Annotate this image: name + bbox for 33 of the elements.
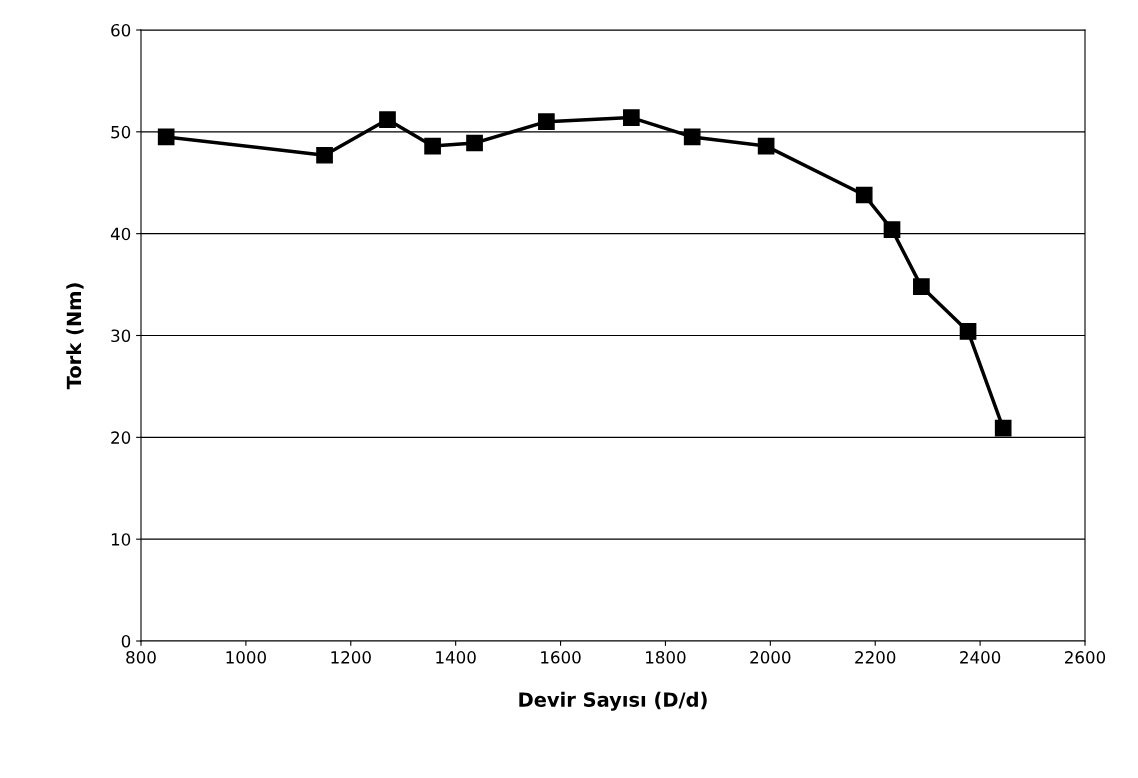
y-tick-label: 0 [121, 634, 131, 648]
point [157, 128, 175, 146]
point [883, 221, 901, 238]
x-tick-label: 2400 [960, 651, 1001, 664]
point [424, 137, 441, 155]
point [757, 137, 775, 155]
x-tick-label: 2200 [855, 651, 896, 664]
x-axis-title: Devir Sayısı (D/d) [519, 691, 707, 711]
x-tick-label: 1600 [541, 651, 581, 664]
x-tick-label: 800 [126, 651, 156, 664]
point [855, 186, 873, 204]
point [316, 146, 333, 164]
y-tick-label: 50 [111, 125, 131, 139]
x-tick-label: 2600 [1065, 651, 1106, 664]
y-tick-label: 20 [111, 431, 131, 444]
y-tick-label: 30 [111, 329, 131, 343]
y-tick-label: 60 [111, 23, 131, 37]
x-tick-label: 1200 [331, 651, 371, 664]
point [623, 109, 640, 126]
point [959, 323, 977, 340]
point [466, 134, 483, 152]
y-tick-label: 10 [111, 533, 131, 546]
point [538, 113, 555, 130]
x-tick-label: 2000 [750, 651, 791, 664]
x-tick-label: 1800 [646, 651, 686, 664]
y-axis-title: Tork (Nm) [66, 283, 84, 390]
point [913, 278, 930, 295]
point [994, 419, 1012, 437]
point [379, 111, 396, 128]
x-tick-label: 1000 [226, 651, 266, 664]
y-tick-label: 40 [110, 227, 131, 241]
x-tick-label: 1400 [436, 651, 476, 664]
point [683, 128, 701, 146]
